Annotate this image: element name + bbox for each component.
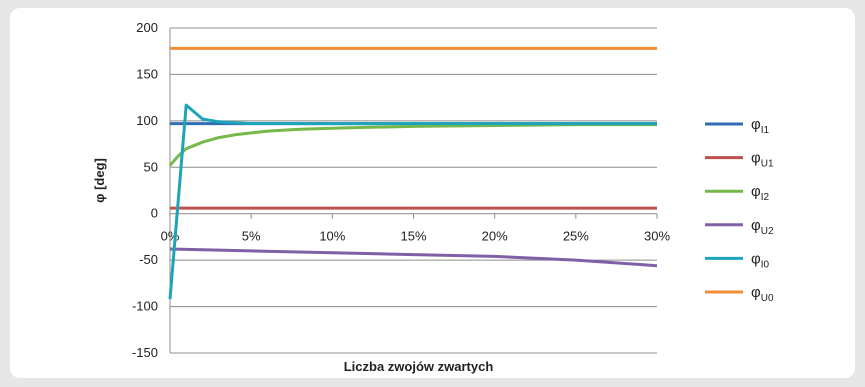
- y-tick-label: 100: [136, 113, 158, 128]
- legend-label-sub: I1: [761, 125, 770, 136]
- y-axis-title: φ [deg]: [92, 158, 107, 203]
- series-group: [168, 46, 658, 300]
- legend-label: φI0: [751, 250, 770, 270]
- legend-label-sub: I0: [761, 259, 770, 270]
- legend-label-main: φ: [751, 116, 761, 133]
- y-tick-label: 200: [136, 20, 158, 35]
- legend-label-main: φ: [751, 217, 761, 234]
- legend-label: φI1: [751, 116, 770, 136]
- y-tick-label: -150: [132, 345, 158, 360]
- legend-label-sub: U1: [761, 159, 774, 170]
- y-tick-label: 50: [144, 159, 158, 174]
- y-tick-label: 150: [136, 66, 158, 81]
- x-tick-label: 30%: [644, 229, 670, 244]
- legend-label-sub: I2: [761, 192, 770, 203]
- legend-label-sub: U0: [761, 293, 774, 304]
- legend-label-main: φ: [751, 284, 761, 301]
- legend-item: φU0: [705, 284, 774, 304]
- x-tick-label: 25%: [563, 229, 589, 244]
- x-tick-label: 10%: [319, 229, 345, 244]
- y-tick-label: -100: [132, 299, 158, 314]
- legend-item: φI0: [705, 250, 770, 270]
- gridlines: [170, 27, 657, 354]
- chart-card: [10, 8, 855, 378]
- legend-label: φU0: [751, 284, 774, 304]
- legend-label: φU1: [751, 150, 774, 170]
- legend-label: φI2: [751, 183, 770, 203]
- series-line-φI2: [168, 123, 657, 167]
- legend-item: φU1: [705, 150, 774, 170]
- y-tick-label: 0: [151, 206, 158, 221]
- x-tick-label: 20%: [482, 229, 508, 244]
- x-tick-labels: 0% 5% 10% 15% 20% 25% 30%: [161, 229, 671, 244]
- y-tick-label: -50: [139, 252, 158, 267]
- legend-label: φU2: [751, 217, 774, 237]
- x-tick-label: 15%: [400, 229, 426, 244]
- legend-label-sub: U2: [761, 226, 774, 237]
- series-line-φI0: [168, 103, 657, 300]
- legend-item: φU2: [705, 217, 774, 237]
- legend-item: φI2: [705, 183, 770, 203]
- legend-label-main: φ: [751, 150, 761, 167]
- legend-item: φI1: [705, 116, 770, 136]
- legend-label-main: φ: [751, 183, 761, 200]
- series-line-φU2: [169, 247, 658, 268]
- x-axis-title: Liczba zwojów zwartych: [344, 359, 494, 374]
- y-tick-labels: 200 150 100 50 0 -50 -100 -150: [132, 20, 158, 360]
- x-tick-label: 5%: [242, 229, 261, 244]
- legend-label-main: φ: [751, 250, 761, 267]
